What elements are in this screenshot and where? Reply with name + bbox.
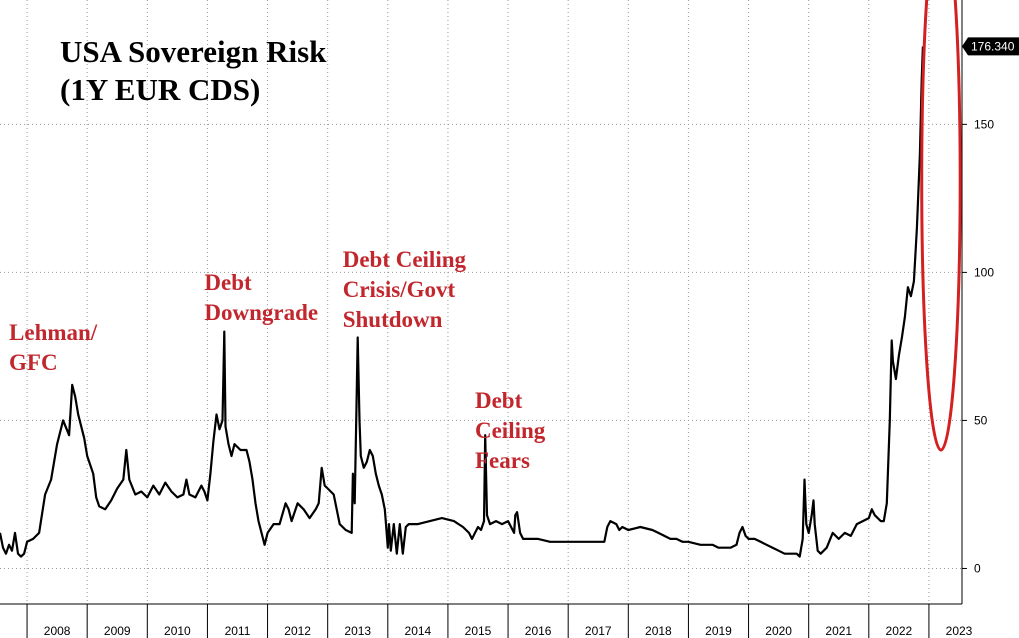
x-tick-label: 2013 bbox=[344, 624, 371, 638]
x-tick-label: 2017 bbox=[585, 624, 612, 638]
x-tick-label: 2010 bbox=[164, 624, 191, 638]
x-tick-label: 2014 bbox=[405, 624, 432, 638]
x-axis-ticks: 2008 2009 2010 2011 2012 2013 2014 2015 2016 2017… bbox=[26, 604, 973, 638]
series-lines bbox=[0, 46, 924, 558]
y-tick-label: 150 bbox=[974, 117, 994, 131]
x-tick-label: 2016 bbox=[525, 624, 552, 638]
annotation-text: Downgrade bbox=[204, 300, 318, 325]
highlight-ellipse bbox=[920, 0, 962, 452]
last-value-label: 176.340 bbox=[962, 37, 1019, 56]
annotation-text: Lehman/ bbox=[9, 320, 98, 345]
annotation-text: Debt bbox=[475, 388, 523, 413]
x-tick-label: 2008 bbox=[44, 624, 71, 638]
annotation-text: Debt Ceiling bbox=[343, 247, 467, 272]
y-tick-label: 50 bbox=[974, 413, 988, 427]
last-value-text: 176.340 bbox=[971, 39, 1015, 53]
y-axis-ticks: 0 50 100 150 bbox=[962, 117, 994, 575]
x-tick-label: 2021 bbox=[825, 624, 852, 638]
y-tick-label: 100 bbox=[974, 265, 994, 279]
chart-subtitle: (1Y EUR CDS) bbox=[60, 72, 260, 107]
x-tick-label: 2020 bbox=[765, 624, 792, 638]
annotation-text: Fears bbox=[475, 448, 530, 473]
last-value-box bbox=[962, 37, 1019, 56]
x-tick-label: 2015 bbox=[465, 624, 492, 638]
series-line-0 bbox=[0, 46, 924, 558]
x-tick-label: 2018 bbox=[645, 624, 672, 638]
annotation-text: Crisis/Govt bbox=[343, 277, 456, 302]
grid-lines bbox=[0, 0, 962, 604]
annotation-text: Ceiling bbox=[475, 418, 546, 443]
annotation-text: Shutdown bbox=[343, 307, 443, 332]
x-tick-label: 2011 bbox=[225, 624, 251, 638]
y-tick-label: 0 bbox=[974, 561, 981, 575]
x-axis-band bbox=[0, 604, 962, 638]
chart-title: USA Sovereign Risk bbox=[60, 34, 327, 69]
annotation-text: GFC bbox=[9, 350, 58, 375]
x-tick-label: 2019 bbox=[705, 624, 732, 638]
highlight-ellipse-shape bbox=[920, 0, 962, 452]
annotations: Lehman/GFC Debt Downgrade Debt Ceiling Crisi… bbox=[9, 247, 546, 473]
x-tick-label: 2012 bbox=[284, 624, 311, 638]
annotation-text: Debt bbox=[204, 270, 252, 295]
x-tick-label: 2009 bbox=[104, 624, 131, 638]
x-tick-label: 2022 bbox=[886, 624, 913, 638]
x-tick-label: 2023 bbox=[946, 624, 973, 638]
